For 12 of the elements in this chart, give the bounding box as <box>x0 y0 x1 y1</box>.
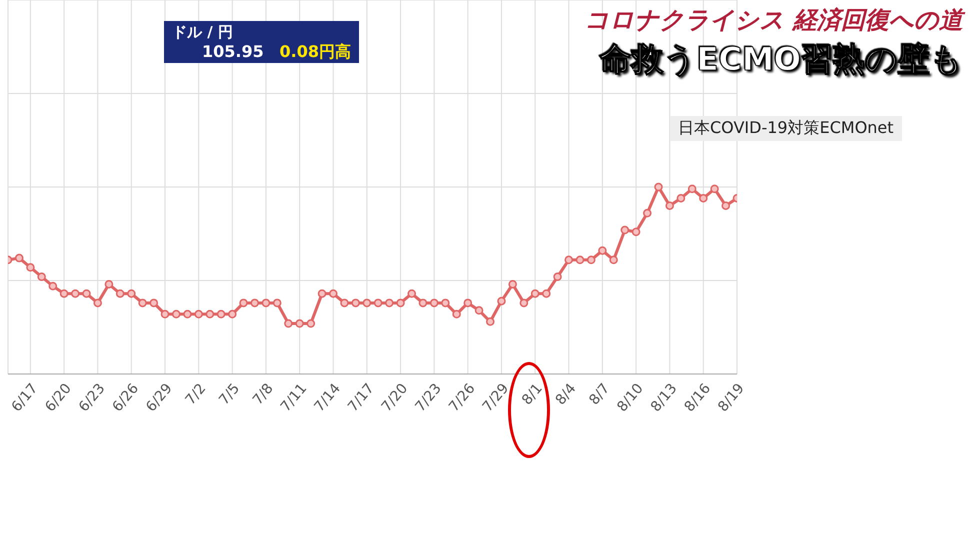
text: ドル / 円 <box>172 23 234 42</box>
x-tick-label: 8/4 <box>552 380 580 408</box>
x-tick-label: 7/2 <box>182 380 210 408</box>
x-tick-label: 8/7 <box>586 380 614 408</box>
text: 105.95 <box>202 42 264 63</box>
text: 日本COVID-19対策ECMOnet <box>670 116 902 141</box>
x-tick-label: 7/8 <box>250 380 277 408</box>
chart-title: コロナクライシス 経済回復への道 <box>584 5 963 36</box>
chart-subtitle: 命救うECMO習熟の壁も <box>597 39 963 82</box>
x-tick-label: 8/1 <box>519 380 546 408</box>
x-tick-label: 7/5 <box>216 380 243 408</box>
text: 0.08円高 <box>280 42 351 63</box>
